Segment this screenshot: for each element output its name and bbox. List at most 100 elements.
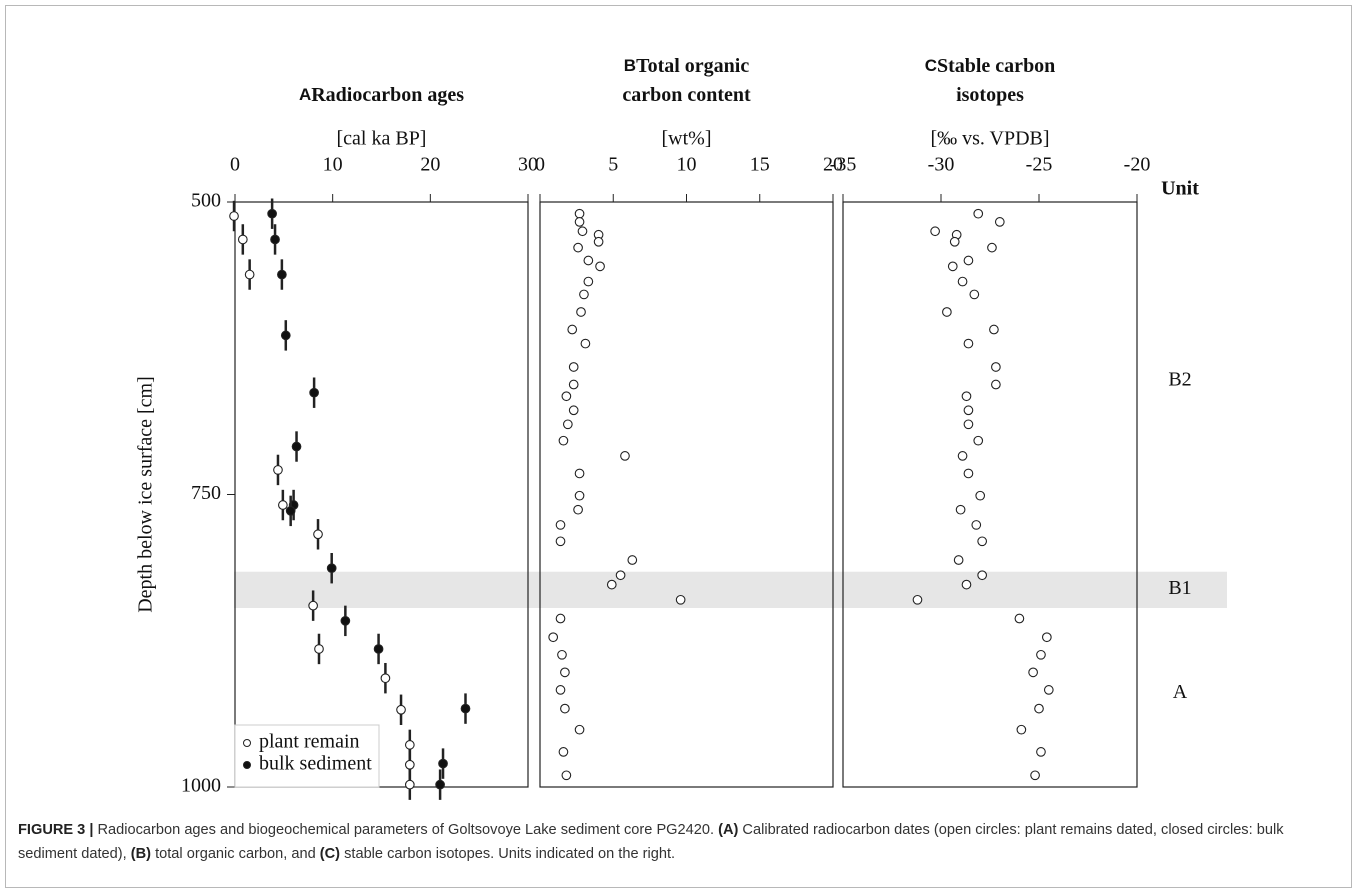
point xyxy=(975,490,986,501)
point xyxy=(558,747,569,757)
highlight-band xyxy=(234,571,1227,608)
panel-title: ARadiocarbon ages xyxy=(299,84,464,106)
point xyxy=(555,613,566,624)
point xyxy=(309,387,319,398)
point xyxy=(548,632,559,643)
point xyxy=(314,644,324,654)
point xyxy=(1028,667,1038,678)
point xyxy=(994,217,1005,227)
unit-label: B2 xyxy=(1168,369,1191,391)
point xyxy=(277,269,287,280)
legend-marker xyxy=(243,739,251,747)
panel-title: carbon content xyxy=(622,84,751,106)
figure-border xyxy=(5,5,1352,888)
point xyxy=(404,759,415,770)
point xyxy=(573,242,583,253)
point xyxy=(595,261,605,272)
point xyxy=(1036,747,1046,757)
y-axis-label: Depth below ice surface [cm] xyxy=(135,376,157,613)
point xyxy=(567,324,578,335)
x-tick-label: 0 xyxy=(230,154,240,176)
point xyxy=(957,276,968,287)
point xyxy=(558,435,569,446)
point xyxy=(574,208,585,219)
x-tick-label: 20 xyxy=(823,154,843,176)
caption-part: total organic carbon, and xyxy=(151,846,320,862)
point xyxy=(1016,724,1027,735)
point xyxy=(404,779,415,790)
point xyxy=(942,307,952,317)
point xyxy=(568,362,579,372)
panel-letter: C xyxy=(925,56,937,75)
panel-frame xyxy=(842,201,1138,788)
y-tick-label: 500 xyxy=(191,190,221,212)
y-tick-label: 750 xyxy=(191,482,221,504)
point xyxy=(606,579,617,590)
caption-part: Radiocarbon ages and biogeochemical para… xyxy=(93,822,719,838)
point xyxy=(562,419,573,430)
point xyxy=(574,468,585,479)
point xyxy=(555,685,566,695)
point xyxy=(580,338,591,349)
point xyxy=(1041,632,1052,643)
point xyxy=(989,324,999,335)
point xyxy=(576,307,586,317)
panel-frame xyxy=(234,201,529,788)
point xyxy=(340,616,351,626)
point xyxy=(573,504,583,515)
point xyxy=(971,520,982,530)
point xyxy=(963,255,974,266)
point xyxy=(987,242,997,253)
point xyxy=(561,391,572,402)
title-text: carbon content xyxy=(622,84,751,106)
unit-label: A xyxy=(1173,681,1188,703)
point xyxy=(270,234,280,245)
x-tick-label: 0 xyxy=(535,154,545,176)
x-tick-label: -30 xyxy=(928,154,955,176)
caption-part: (A) xyxy=(718,822,739,838)
point xyxy=(237,234,248,245)
x-tick-label: 10 xyxy=(677,154,697,176)
point xyxy=(973,208,984,219)
point xyxy=(1030,770,1040,781)
unit-label: B1 xyxy=(1168,577,1191,599)
point xyxy=(278,500,288,510)
title-text: Stable carbon xyxy=(937,55,1055,77)
point xyxy=(438,758,448,769)
point xyxy=(991,379,1001,390)
title-text: Radiocarbon ages xyxy=(311,84,464,106)
point xyxy=(957,451,968,461)
point xyxy=(1014,613,1025,624)
point xyxy=(1034,703,1044,714)
point xyxy=(568,379,579,390)
point xyxy=(460,703,471,714)
point xyxy=(579,289,589,300)
point xyxy=(380,673,391,684)
point xyxy=(560,667,570,678)
point xyxy=(574,490,585,501)
point xyxy=(557,649,567,660)
unit-label: [‰ vs. VPDB] xyxy=(930,128,1049,150)
point xyxy=(273,465,283,475)
point xyxy=(930,226,940,237)
panel-title: CStable carbon xyxy=(925,55,1056,77)
point xyxy=(308,600,318,611)
point xyxy=(313,529,323,540)
y-tick-label: 1000 xyxy=(181,775,221,797)
caption: FIGURE 3 | Radiocarbon ages and biogeoch… xyxy=(18,818,1340,866)
legend-label: bulk sediment xyxy=(259,753,372,775)
panel-title: isotopes xyxy=(956,84,1024,106)
point xyxy=(244,269,255,280)
x-tick-label: 5 xyxy=(608,154,618,176)
point xyxy=(973,435,984,446)
caption-part: (B) xyxy=(130,846,152,862)
point xyxy=(568,405,579,416)
point xyxy=(583,255,594,266)
point xyxy=(620,451,630,461)
caption-part: (C) xyxy=(319,846,341,862)
point xyxy=(1043,685,1054,695)
legend-box xyxy=(234,724,380,788)
legend-label: plant remain xyxy=(259,731,360,753)
point xyxy=(947,261,958,272)
